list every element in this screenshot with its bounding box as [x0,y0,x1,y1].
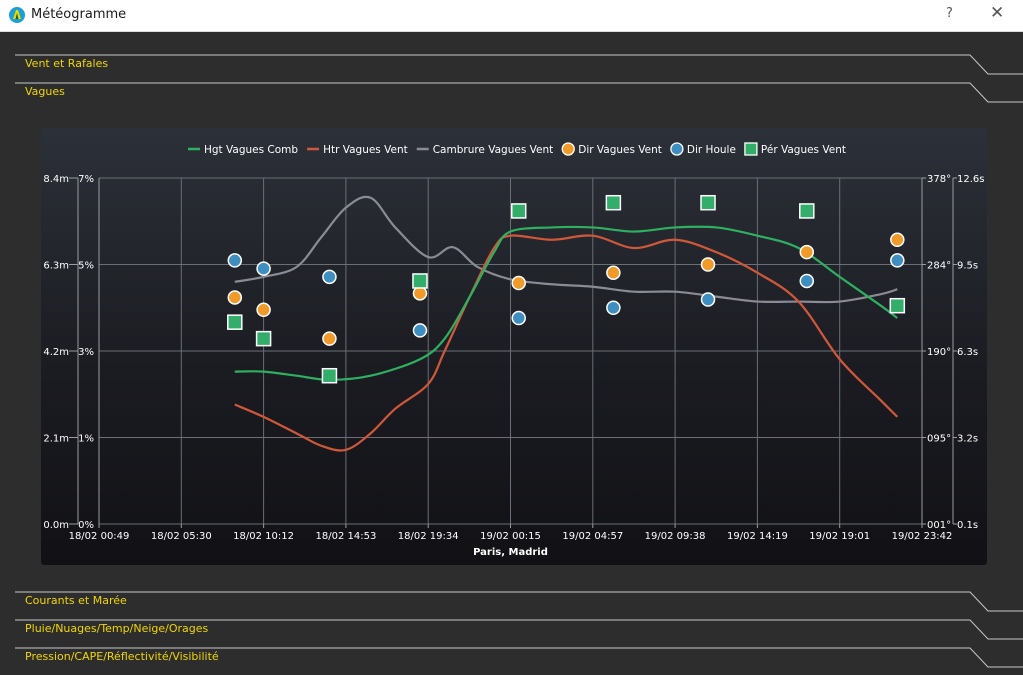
y-tick-label-steepness: 0% [78,520,94,531]
series-line-cambrure-vagues-vent [234,195,898,304]
data-point-dir-vagues-vent [799,244,815,260]
y-tick-label-steepness: 5% [78,261,94,272]
legend-label: Dir Vagues Vent [578,144,662,156]
x-tick-label: 18/02 14:53 [315,531,376,542]
y-tick-label-direction: 095° [927,434,951,445]
x-tick-label: 18/02 00:49 [69,531,130,542]
legend-swatch-square [744,142,758,156]
x-tick-label: 19/02 04:57 [562,531,623,542]
series-line-hgt-vagues-comb [234,225,898,381]
y-tick-label-period: 3.2s [957,434,978,445]
y-tick-label-period: 9.5s [957,261,978,272]
section-outline [15,619,1023,640]
x-tick-label: 19/02 23:42 [892,531,953,542]
data-point-per-vagues-vent [255,330,272,347]
y-tick-label-period: 12.6s [957,174,984,185]
data-point-dir-houle [799,273,815,289]
legend-label: Pér Vagues Vent [761,144,846,156]
help-button[interactable]: ? [946,6,953,21]
legend-label: Htr Vagues Vent [323,144,408,156]
data-point-per-vagues-vent [605,194,622,211]
data-point-per-vagues-vent [227,314,243,330]
data-point-dir-houle [700,292,716,307]
section-label: Vent et Rafales [25,57,109,70]
meteogram-chart-panel: 0.0m 2.1m 4.2m 6.3m 8.4m 0% 1% 3% 5% 7% 001° 095° 19… [41,128,987,565]
y-tick-label-period: 0.1s [957,520,978,531]
data-point-per-vagues-vent [510,203,527,219]
section-outline [15,82,1023,103]
x-tick-label: 19/02 00:15 [480,531,541,542]
section-label: Pression/CAPE/Réflectivité/Visibilité [25,650,219,663]
data-point-dir-vagues-vent [412,286,428,301]
y-tick-label-height: 2.1m [43,434,69,445]
data-point-per-vagues-vent [700,194,716,211]
data-point-dir-vagues-vent [227,290,243,305]
data-point-per-vagues-vent [321,367,338,384]
data-point-per-vagues-vent [799,203,815,219]
data-point-dir-houle [511,310,526,326]
app-logo-icon [9,7,25,23]
x-tick-label: 19/02 09:38 [645,531,706,542]
y-tick-label-direction: 378° [927,174,951,185]
x-tick-label: 18/02 05:30 [151,531,212,542]
section-outline [15,591,1023,612]
data-point-dir-houle [227,253,243,268]
window-titlebar: Météogramme ? ✕ [0,0,1023,32]
section-pression-cape[interactable]: Pression/CAPE/Réflectivité/Visibilité [15,647,1023,675]
y-tick-label-period: 6.3s [957,347,978,358]
section-vent-rafales[interactable]: Vent et Rafales [15,54,1023,82]
legend-label: Dir Houle [687,144,736,156]
y-tick-label-steepness: 1% [78,434,94,445]
y-tick-label-height: 8.4m [43,174,69,185]
data-point-dir-vagues-vent [890,232,905,248]
x-tick-label: 19/02 14:19 [727,531,788,542]
data-point-dir-vagues-vent [322,331,337,346]
section-label: Courants et Marée [25,594,127,607]
section-label: Vagues [25,85,65,98]
section-outline [15,647,1023,668]
data-point-dir-houle [256,261,271,276]
y-tick-label-height: 4.2m [43,347,69,358]
y-tick-label-direction: 001° [927,520,951,531]
x-tick-label: 19/02 19:01 [809,531,870,542]
x-tick-label: 18/02 19:34 [398,531,459,542]
content-area: Vent et Rafales Vagues 0.0m 2.1m 4.2m 6.3m 8… [0,32,1023,675]
y-tick-label-steepness: 3% [78,347,94,358]
data-point-per-vagues-vent [412,273,428,289]
y-tick-label-direction: 190° [927,347,951,358]
section-courants-maree[interactable]: Courants et Marée [15,591,1023,619]
section-vagues[interactable]: Vagues [15,82,1023,110]
section-pluie-nuages[interactable]: Pluie/Nuages/Temp/Neige/Orages [15,619,1023,647]
data-point-dir-houle [322,269,337,285]
y-tick-label-height: 0.0m [43,520,69,531]
data-point-dir-vagues-vent [700,257,716,272]
y-tick-label-steepness: 7% [78,174,94,185]
data-point-dir-houle [606,300,621,315]
data-point-dir-vagues-vent [511,275,526,291]
section-label: Pluie/Nuages/Temp/Neige/Orages [25,622,209,635]
data-point-dir-vagues-vent [606,265,621,280]
section-outline [15,54,1023,75]
x-tick-label: 18/02 10:12 [233,531,294,542]
y-tick-label-direction: 284° [927,261,951,272]
waves-chart: 0.0m 2.1m 4.2m 6.3m 8.4m 0% 1% 3% 5% 7% 001° 095° 19… [43,142,984,558]
legend-swatch-circle [561,142,575,156]
x-axis-title: Paris, Madrid [473,547,548,558]
data-point-dir-houle [412,323,428,338]
data-point-dir-vagues-vent [256,302,271,318]
data-point-dir-houle [890,253,905,268]
close-button[interactable]: ✕ [990,3,1005,23]
data-point-per-vagues-vent [889,297,906,314]
legend-swatch-circle [670,142,684,156]
window-title: Météogramme [31,7,127,22]
legend-label: Cambrure Vagues Vent [433,144,554,156]
y-tick-label-height: 6.3m [43,261,69,272]
legend-label: Hgt Vagues Comb [204,144,298,156]
